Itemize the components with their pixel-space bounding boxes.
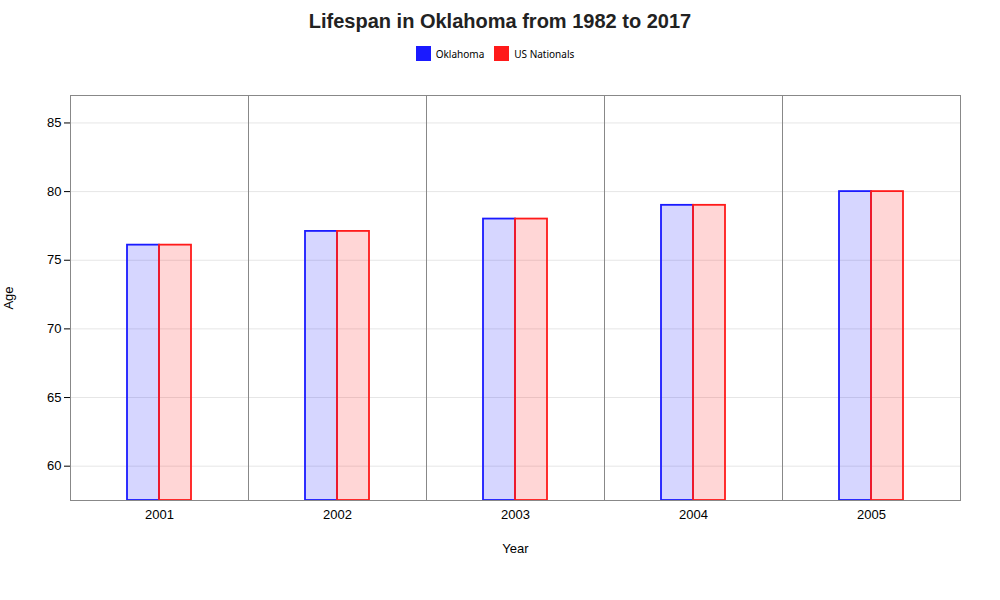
svg-text:70: 70 [47,321,61,336]
html-text:Lifespan in Oklahoma from 1982: Lifespan in Oklahoma from 1982 to 2017 [308,10,692,32]
svg-text:65: 65 [47,390,61,405]
html-text:US Nationals: US Nationals [514,46,575,61]
svg-text:60: 60 [47,458,61,473]
svg-text:2004: 2004 [679,507,708,522]
svg-text:85: 85 [47,115,61,130]
svg-text:2003: 2003 [501,507,530,522]
svg-text:Age: Age [1,286,16,309]
svg-text:2001: 2001 [145,507,174,522]
html-text:Oklahoma: Oklahoma [435,46,485,61]
svg-text:2002: 2002 [323,507,352,522]
svg-text:80: 80 [47,184,61,199]
svg-text:75: 75 [47,252,61,267]
svg-text:2005: 2005 [857,507,886,522]
svg-text:Year: Year [502,541,529,556]
